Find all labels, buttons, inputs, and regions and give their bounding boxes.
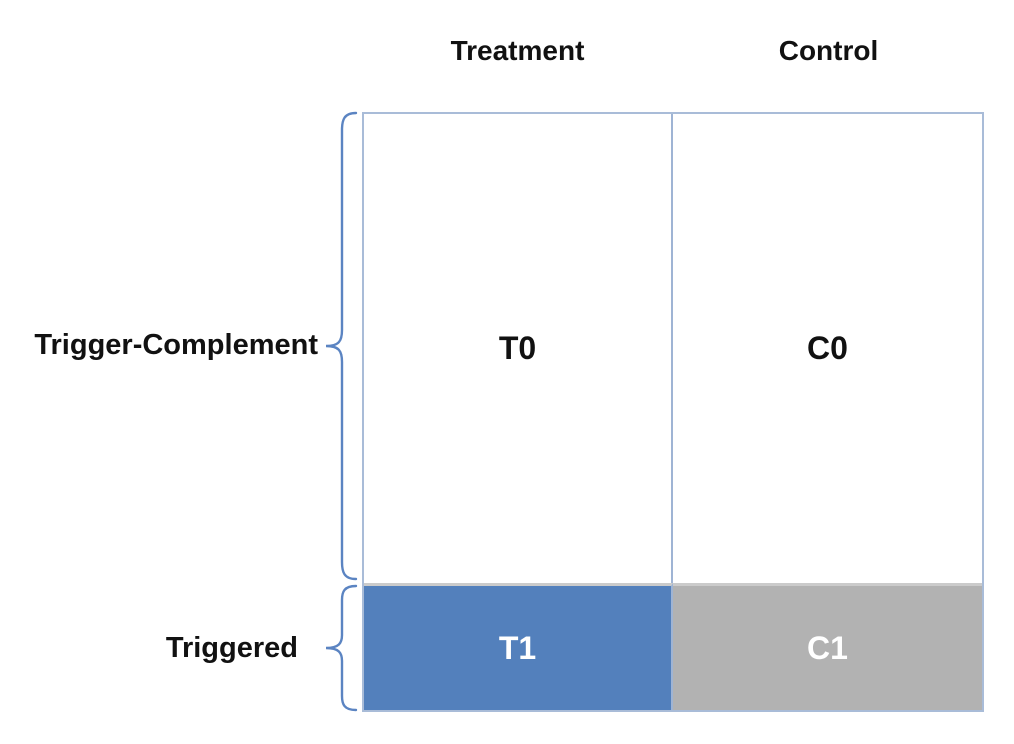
cell-t1: T1 [364,583,673,710]
cell-c1: C1 [673,583,982,710]
row-label-triggered: Triggered [165,632,298,664]
column-header-treatment: Treatment [450,35,585,66]
matrix-grid: T0 C0 T1 C1 [362,112,984,712]
cell-c0: C0 [673,114,982,583]
cell-t0: T0 [364,114,673,583]
brace-triggered-icon [325,584,358,712]
column-header-control: Control [778,35,879,66]
brace-triggered-path [325,584,358,712]
brace-trigger-complement-path [325,111,358,581]
brace-trigger-complement-icon [325,111,358,581]
row-label-trigger-complement: Trigger-Complement [34,329,318,361]
